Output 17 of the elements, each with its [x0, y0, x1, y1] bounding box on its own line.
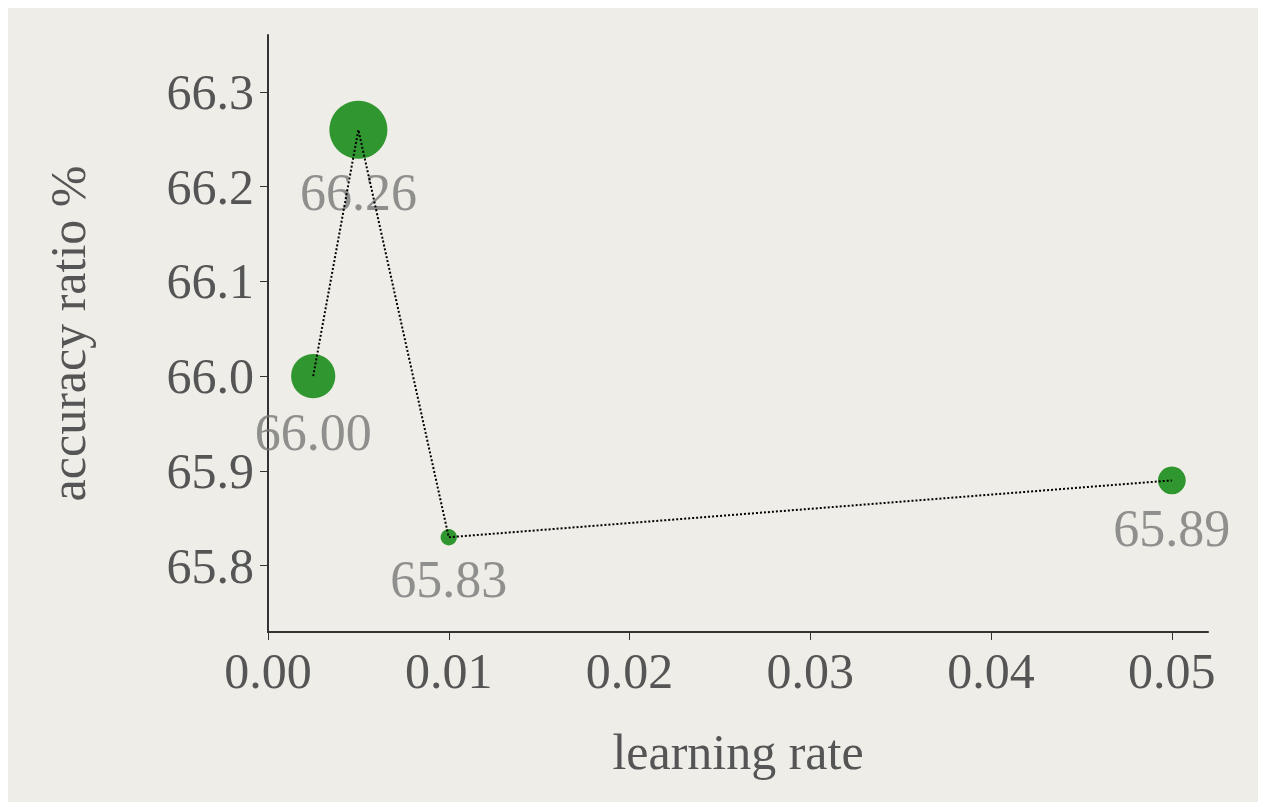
y-tick-label: 65.8	[166, 537, 254, 594]
x-tick-label: 0.02	[585, 643, 674, 699]
y-tick-label: 66.0	[166, 348, 254, 405]
y-axis-title: accuracy ratio %	[40, 165, 96, 502]
x-tick-label: 0.01	[405, 643, 493, 699]
x-axis-title: learning rate	[612, 724, 864, 780]
data-label: 65.83	[390, 550, 508, 608]
y-tick-label: 66.3	[166, 63, 254, 120]
x-tick-label: 0.00	[224, 643, 312, 699]
x-tick-label: 0.04	[947, 643, 1035, 699]
x-tick-label: 0.03	[766, 643, 855, 699]
x-tick-label: 0.05	[1128, 643, 1216, 699]
data-label: 66.26	[299, 164, 417, 222]
y-tick-label: 66.1	[166, 253, 254, 310]
y-tick-label: 65.9	[166, 442, 254, 499]
data-label: 65.89	[1113, 499, 1231, 557]
y-tick-label: 66.2	[166, 158, 254, 215]
